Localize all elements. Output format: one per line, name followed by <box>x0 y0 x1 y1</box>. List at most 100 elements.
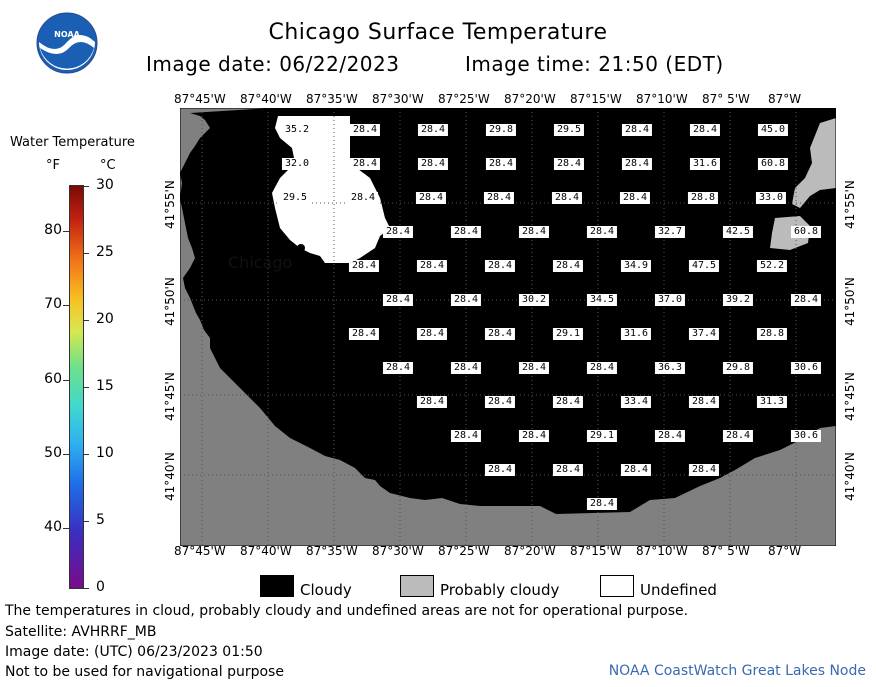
longitude-label: 87°W <box>768 92 802 106</box>
colorbar-tick-mark <box>63 379 69 381</box>
satellite-text: Satellite: AVHRRF_MB <box>5 624 157 640</box>
temperature-label: 39.2 <box>722 294 754 306</box>
latitude-label: 41°40'N <box>843 452 857 501</box>
temperature-label: 28.4 <box>483 192 515 204</box>
image-time: Image time: 21:50 (EDT) <box>465 52 724 76</box>
colorbar-tick-mark <box>83 588 89 589</box>
colorbar-tick-c: 15 <box>96 378 114 394</box>
temperature-label: 28.4 <box>347 192 379 204</box>
temperature-label: 29.8 <box>485 124 517 136</box>
temperature-label: 60.8 <box>790 226 822 238</box>
colorbar-tick-mark <box>83 320 89 321</box>
temperature-label: 29.8 <box>722 362 754 374</box>
utc-date-text: Image date: (UTC) 06/23/2023 01:50 <box>5 644 263 660</box>
longitude-label: 87° 5'W <box>702 92 750 106</box>
temperature-label: 28.4 <box>722 430 754 442</box>
colorbar-tick-f: 80 <box>44 221 62 238</box>
temperature-label: 28.4 <box>450 430 482 442</box>
colorbar-tick-c: 30 <box>96 177 114 193</box>
latitude-label: 41°45'N <box>843 372 857 421</box>
temperature-label: 32.0 <box>281 158 313 170</box>
colorbar-tick-mark <box>83 454 89 455</box>
temperature-label: 28.4 <box>552 260 584 272</box>
temperature-label: 28.4 <box>654 430 686 442</box>
probably-cloudy-area-2 <box>770 216 810 250</box>
temperature-label: 28.4 <box>620 464 652 476</box>
navigation-warning: Not to be used for navigational purpose <box>5 664 284 680</box>
colorbar-tick-mark <box>83 253 89 254</box>
temperature-label: 28.8 <box>756 328 788 340</box>
longitude-label: 87°45'W <box>174 92 226 106</box>
colorbar <box>69 185 84 589</box>
temperature-label: 28.4 <box>518 226 550 238</box>
temperature-label: 28.4 <box>518 430 550 442</box>
longitude-label: 87°35'W <box>306 92 358 106</box>
temperature-label: 28.4 <box>450 226 482 238</box>
longitude-label: 87°20'W <box>504 92 556 106</box>
latitude-label: 41°45'N <box>163 372 177 421</box>
temperature-label: 28.4 <box>349 158 381 170</box>
colorbar-tick-c: 5 <box>96 512 105 528</box>
temperature-label: 28.4 <box>688 464 720 476</box>
image-date: Image date: 06/22/2023 <box>146 52 400 76</box>
legend-undefined-label: Undefined <box>640 581 717 599</box>
temperature-label: 33.4 <box>620 396 652 408</box>
temperature-label: 28.4 <box>689 124 721 136</box>
noaa-logo-text: NOAA <box>54 30 80 39</box>
temperature-label: 31.3 <box>756 396 788 408</box>
colorbar-tick-mark <box>83 387 89 388</box>
colorbar-tick-f: 60 <box>44 370 62 387</box>
temperature-label: 30.2 <box>518 294 550 306</box>
temperature-label: 28.4 <box>450 294 482 306</box>
temperature-label: 28.4 <box>552 396 584 408</box>
latitude-label: 41°55'N <box>163 180 177 229</box>
longitude-label: 87°25'W <box>438 92 490 106</box>
longitude-label: 87°35'W <box>306 544 358 558</box>
temperature-label: 29.5 <box>279 192 311 204</box>
colorbar-tick-c: 10 <box>96 445 114 461</box>
temperature-label: 37.0 <box>654 294 686 306</box>
longitude-label: 87°W <box>768 544 802 558</box>
colorbar-tick-mark <box>63 305 69 307</box>
temperature-label: 29.1 <box>586 430 618 442</box>
temperature-label: 28.4 <box>552 464 584 476</box>
disclaimer-text: The temperatures in cloud, probably clou… <box>5 603 689 619</box>
temperature-label: 28.4 <box>417 124 449 136</box>
temperature-label: 28.4 <box>416 396 448 408</box>
colorbar-tick-c: 0 <box>96 579 105 595</box>
temperature-label: 28.8 <box>687 192 719 204</box>
temperature-label: 28.4 <box>484 260 516 272</box>
longitude-label: 87°40'W <box>240 544 292 558</box>
temperature-label: 35.2 <box>281 124 313 136</box>
colorbar-tick-c: 20 <box>96 311 114 327</box>
temperature-label: 30.6 <box>790 430 822 442</box>
temperature-label: 31.6 <box>689 158 721 170</box>
colorbar-tick-c: 25 <box>96 244 114 260</box>
chicago-marker <box>297 244 305 252</box>
longitude-label: 87°15'W <box>570 92 622 106</box>
temperature-label: 34.5 <box>586 294 618 306</box>
temperature-label: 28.4 <box>586 226 618 238</box>
temperature-label: 28.4 <box>518 362 550 374</box>
temperature-label: 28.4 <box>688 396 720 408</box>
temperature-label: 42.5 <box>722 226 754 238</box>
temperature-label: 28.4 <box>484 396 516 408</box>
latitude-label: 41°40'N <box>163 452 177 501</box>
legend-cloudy-swatch <box>260 575 294 597</box>
temperature-label: 28.4 <box>416 328 448 340</box>
temperature-label: 28.4 <box>621 158 653 170</box>
legend-undefined-swatch <box>600 575 634 597</box>
temperature-label: 28.4 <box>415 192 447 204</box>
probably-cloudy-area <box>792 118 836 208</box>
temperature-label: 28.4 <box>553 158 585 170</box>
temperature-label: 28.4 <box>382 226 414 238</box>
temperature-label: 28.4 <box>382 362 414 374</box>
latitude-label: 41°50'N <box>843 277 857 326</box>
longitude-label: 87°30'W <box>372 92 424 106</box>
noaa-logo: NOAA <box>36 12 98 74</box>
legend-cloudy-label: Cloudy <box>300 581 352 599</box>
temperature-label: 28.4 <box>484 464 516 476</box>
temperature-label: 60.8 <box>757 158 789 170</box>
longitude-label: 87° 5'W <box>702 544 750 558</box>
colorbar-tick-f: 70 <box>44 296 62 313</box>
